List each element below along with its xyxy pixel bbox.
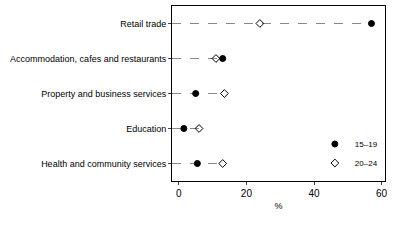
svg-text:0: 0 (176, 188, 182, 199)
svg-text:%: % (274, 201, 282, 211)
svg-text:Retail trade: Retail trade (120, 19, 166, 29)
svg-text:20: 20 (241, 188, 253, 199)
svg-text:Health and community services: Health and community services (41, 159, 167, 169)
svg-text:20–24: 20–24 (355, 159, 378, 168)
svg-text:15–19: 15–19 (355, 140, 378, 149)
svg-text:Accommodation, cafes and resta: Accommodation, cafes and restaurants (10, 54, 167, 64)
svg-text:Property and business services: Property and business services (41, 89, 167, 99)
svg-text:40: 40 (308, 188, 320, 199)
svg-text:Education: Education (126, 124, 166, 134)
svg-text:60: 60 (376, 188, 388, 199)
